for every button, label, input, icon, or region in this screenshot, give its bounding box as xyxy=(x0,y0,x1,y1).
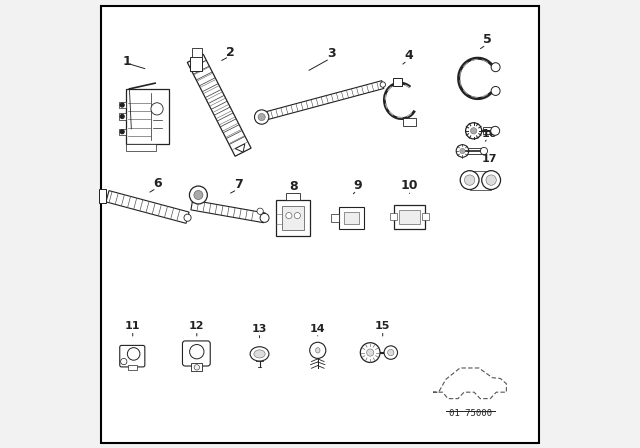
Bar xyxy=(282,206,304,230)
Circle shape xyxy=(486,175,496,185)
Text: 17: 17 xyxy=(481,154,497,164)
FancyBboxPatch shape xyxy=(189,56,202,71)
Polygon shape xyxy=(191,200,266,223)
FancyBboxPatch shape xyxy=(120,345,145,367)
Circle shape xyxy=(120,130,124,134)
Bar xyxy=(390,213,397,220)
FancyBboxPatch shape xyxy=(392,78,403,86)
Circle shape xyxy=(481,147,488,155)
Circle shape xyxy=(491,126,500,135)
Text: 13: 13 xyxy=(252,323,268,333)
Text: 10: 10 xyxy=(401,179,419,192)
Circle shape xyxy=(189,186,207,204)
Circle shape xyxy=(120,103,124,107)
Text: 11: 11 xyxy=(125,321,141,331)
Text: 14: 14 xyxy=(310,323,326,333)
Text: 9: 9 xyxy=(354,179,362,192)
Circle shape xyxy=(127,348,140,360)
Ellipse shape xyxy=(250,347,269,361)
FancyBboxPatch shape xyxy=(403,118,416,126)
Circle shape xyxy=(260,213,269,222)
Bar xyxy=(119,113,125,120)
Text: 3: 3 xyxy=(327,47,335,60)
Bar xyxy=(119,102,125,108)
FancyBboxPatch shape xyxy=(191,363,202,371)
Circle shape xyxy=(286,212,292,219)
Bar xyxy=(286,194,300,200)
Circle shape xyxy=(491,63,500,72)
Text: 8: 8 xyxy=(289,180,298,193)
FancyBboxPatch shape xyxy=(182,341,210,366)
Circle shape xyxy=(470,128,477,134)
Text: 1: 1 xyxy=(123,55,132,68)
Bar xyxy=(467,148,485,154)
Text: 2: 2 xyxy=(226,46,235,59)
FancyBboxPatch shape xyxy=(192,48,202,56)
Polygon shape xyxy=(236,144,245,152)
Bar xyxy=(422,213,429,220)
Ellipse shape xyxy=(254,350,265,358)
Text: 5: 5 xyxy=(483,33,492,46)
Bar xyxy=(339,207,364,229)
Circle shape xyxy=(194,365,200,370)
Bar xyxy=(119,129,125,135)
Circle shape xyxy=(121,358,127,365)
Circle shape xyxy=(380,82,385,87)
Circle shape xyxy=(310,342,326,358)
Circle shape xyxy=(189,345,204,359)
Circle shape xyxy=(194,190,203,199)
Circle shape xyxy=(120,115,124,118)
Text: 16: 16 xyxy=(481,129,497,138)
Circle shape xyxy=(294,212,300,219)
Bar xyxy=(276,200,310,236)
Bar xyxy=(332,215,339,222)
Text: 4: 4 xyxy=(404,49,413,62)
Circle shape xyxy=(460,148,465,154)
Text: 6: 6 xyxy=(154,177,162,190)
Bar xyxy=(394,205,426,229)
Bar xyxy=(125,89,170,144)
Circle shape xyxy=(151,103,163,115)
Bar xyxy=(399,210,420,224)
Circle shape xyxy=(367,349,374,356)
Circle shape xyxy=(482,171,500,190)
Polygon shape xyxy=(260,81,384,121)
Circle shape xyxy=(384,346,397,359)
Circle shape xyxy=(258,113,265,121)
Circle shape xyxy=(255,110,269,124)
FancyBboxPatch shape xyxy=(99,190,106,203)
Polygon shape xyxy=(106,191,189,223)
Circle shape xyxy=(360,343,380,362)
Bar xyxy=(344,212,359,224)
Circle shape xyxy=(184,214,191,221)
Circle shape xyxy=(491,86,500,95)
Text: 12: 12 xyxy=(189,321,205,331)
Polygon shape xyxy=(188,54,251,156)
Circle shape xyxy=(388,349,394,356)
Bar xyxy=(483,127,497,134)
Circle shape xyxy=(456,145,468,157)
Bar xyxy=(128,365,137,370)
Bar xyxy=(125,144,156,151)
Circle shape xyxy=(460,171,479,190)
Text: 15: 15 xyxy=(375,321,390,331)
Circle shape xyxy=(257,208,263,215)
Circle shape xyxy=(466,123,482,139)
Text: 7: 7 xyxy=(234,178,243,191)
Text: 01 75000: 01 75000 xyxy=(449,409,492,418)
Ellipse shape xyxy=(316,348,320,353)
Circle shape xyxy=(465,175,475,185)
